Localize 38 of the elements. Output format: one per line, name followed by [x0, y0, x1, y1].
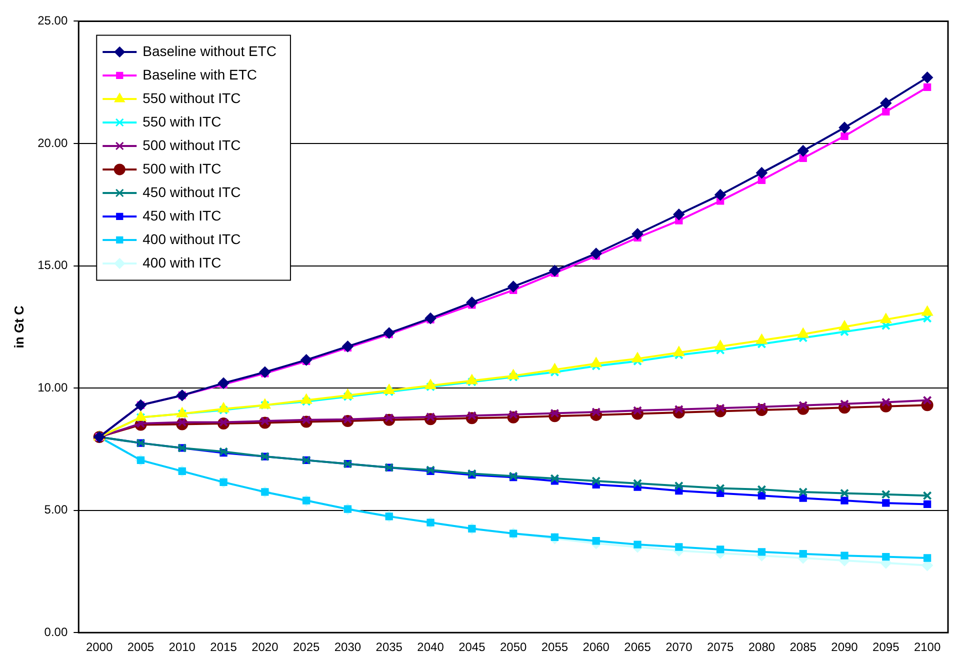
- x-tick-label: 2090: [831, 640, 858, 654]
- x-tick-label: 2025: [292, 640, 320, 654]
- y-axis-title: in Gt C: [11, 304, 26, 348]
- x-tick-label: 2070: [666, 640, 693, 654]
- y-tick-label: 0.00: [44, 624, 68, 639]
- legend-label: 500 with ITC: [142, 160, 222, 176]
- legend-label: 550 with ITC: [142, 113, 222, 130]
- y-tick-label: 15.00: [38, 258, 68, 272]
- x-tick-label: 2045: [458, 640, 486, 654]
- y-tick-label: 20.00: [38, 136, 68, 150]
- x-tick-label: 2095: [872, 640, 900, 654]
- x-tick-label: 2035: [376, 640, 403, 654]
- x-tick-label: 2015: [210, 640, 238, 654]
- legend-label: 500 without ITC: [142, 136, 241, 153]
- x-tick-label: 2040: [417, 640, 444, 654]
- x-tick-label: 2000: [86, 640, 113, 654]
- legend-label: 400 without ITC: [142, 230, 241, 247]
- legend-label: Baseline without ETC: [142, 42, 276, 59]
- y-tick-label: 5.00: [44, 502, 68, 517]
- x-tick-label: 2065: [624, 640, 652, 654]
- legend-label: 450 with ITC: [142, 207, 222, 224]
- legend-label: 400 with ITC: [142, 254, 222, 270]
- y-tick-label: 10.00: [38, 380, 68, 394]
- x-tick-label: 2005: [127, 640, 154, 654]
- x-tick-label: 2030: [334, 640, 362, 654]
- x-tick-label: 2100: [914, 640, 941, 654]
- x-tick-label: 2050: [500, 640, 527, 654]
- x-tick-label: 2080: [748, 640, 776, 654]
- x-tick-label: 2085: [790, 640, 817, 654]
- x-tick-label: 2075: [706, 640, 734, 654]
- legend-label: Baseline with ETC: [142, 66, 258, 82]
- y-tick-label: 25.00: [38, 14, 68, 28]
- x-tick-label: 2010: [168, 640, 196, 654]
- legend-label: 550 without ITC: [142, 90, 241, 106]
- x-tick-label: 2055: [541, 640, 568, 654]
- x-tick-label: 2020: [252, 640, 279, 654]
- x-tick-label: 2060: [582, 640, 610, 654]
- legend-label: 450 without ITC: [142, 184, 241, 200]
